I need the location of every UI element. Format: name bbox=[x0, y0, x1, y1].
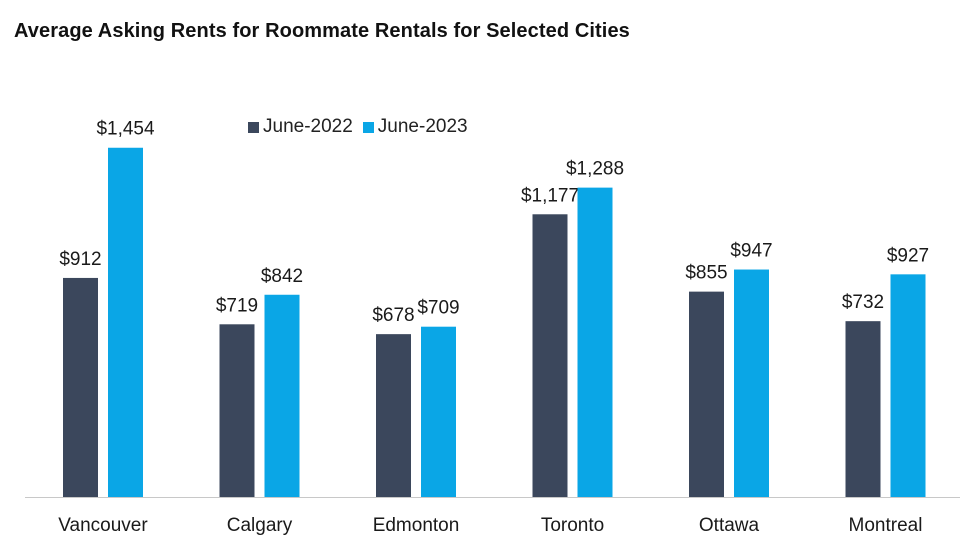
bar-vancouver-june-2022 bbox=[63, 277, 98, 497]
data-label-ottawa-june-2023: $947 bbox=[730, 241, 772, 262]
data-label-toronto-june-2023: $1,288 bbox=[566, 159, 624, 180]
data-label-calgary-june-2023: $842 bbox=[261, 266, 303, 287]
legend-swatch-june-2022 bbox=[248, 121, 259, 133]
chart-title: Average Asking Rents for Roommate Rental… bbox=[14, 20, 630, 42]
bar-montreal-june-2022 bbox=[845, 321, 881, 497]
data-label-vancouver-june-2023: $1,454 bbox=[96, 119, 155, 140]
legend: June-2022 June-2023 bbox=[248, 116, 478, 138]
x-tick-label-toronto: Toronto bbox=[541, 515, 604, 536]
bar-ottawa-june-2022 bbox=[689, 291, 724, 497]
bar-toronto-june-2023 bbox=[577, 187, 613, 497]
x-tick-label-ottawa: Ottawa bbox=[699, 515, 760, 536]
data-label-toronto-june-2022: $1,177 bbox=[521, 185, 579, 206]
legend-item-june-2023: June-2023 bbox=[362, 116, 468, 138]
data-label-edmonton-june-2023: $709 bbox=[417, 298, 459, 319]
data-label-edmonton-june-2022: $678 bbox=[372, 305, 414, 326]
bar-calgary-june-2023 bbox=[264, 294, 300, 497]
data-label-montreal-june-2023: $927 bbox=[887, 245, 929, 266]
bar-edmonton-june-2023 bbox=[421, 326, 456, 497]
x-tick-label-vancouver: Vancouver bbox=[58, 515, 148, 536]
x-tick-label-calgary: Calgary bbox=[227, 515, 293, 536]
data-label-ottawa-june-2022: $855 bbox=[685, 263, 727, 284]
bar-montreal-june-2023 bbox=[890, 274, 926, 497]
legend-item-june-2022: June-2022 bbox=[248, 116, 353, 138]
bar-vancouver-june-2023 bbox=[108, 147, 143, 497]
data-label-calgary-june-2022: $719 bbox=[216, 295, 258, 316]
bar-toronto-june-2022 bbox=[532, 214, 568, 497]
legend-label-june-2023: June-2023 bbox=[377, 116, 468, 137]
x-tick-label-montreal: Montreal bbox=[849, 515, 923, 536]
bar-ottawa-june-2023 bbox=[734, 269, 769, 497]
legend-label-june-2022: June-2022 bbox=[263, 116, 353, 137]
bar-calgary-june-2022 bbox=[219, 324, 255, 497]
legend-swatch-june-2023 bbox=[362, 121, 374, 133]
data-label-vancouver-june-2022: $912 bbox=[59, 249, 101, 270]
bar-edmonton-june-2022 bbox=[376, 334, 411, 497]
x-tick-label-edmonton: Edmonton bbox=[373, 515, 460, 536]
data-label-montreal-june-2022: $732 bbox=[842, 292, 884, 313]
